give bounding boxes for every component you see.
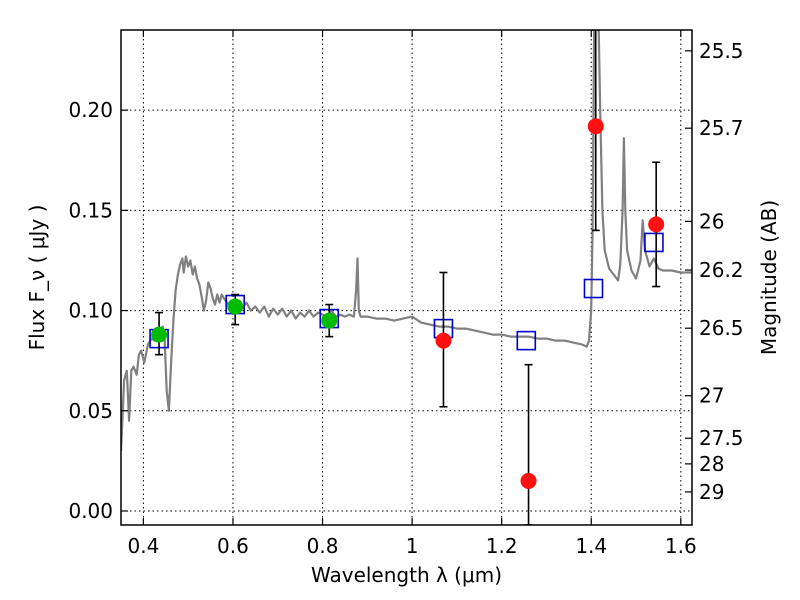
y2-tick-label: 26.2 (699, 258, 744, 282)
observed-flux-point (321, 312, 338, 329)
y2-tick-label: 25.7 (699, 116, 744, 140)
ticks: 0.4 0.6 0.8 1 1.2 1.4 1.6 0.00 0.05 0.10 0.15 0.20 2… (68, 30, 744, 558)
plot-frame (120, 29, 693, 526)
observed-flux-point (435, 332, 452, 349)
y2-tick-label: 29 (699, 480, 724, 504)
model-flux-square (644, 232, 664, 253)
y2-axis-label: Magnitude (AB) (757, 200, 781, 355)
observed-flux-point (227, 298, 244, 315)
model-flux-square (583, 278, 604, 299)
observed-flux-point (151, 326, 168, 343)
model-flux-square (516, 330, 537, 351)
y2-tick-label: 28 (699, 452, 724, 476)
x-tick-label: 0.6 (217, 534, 249, 558)
x-tick-label: 1.6 (665, 534, 697, 558)
observed-flux-point (587, 118, 604, 135)
y-tick-label: 0.10 (68, 299, 113, 323)
x-tick-label: 1 (406, 534, 419, 558)
y2-tick-label: 26 (699, 209, 724, 233)
x-tick-label: 1.4 (575, 534, 607, 558)
y-axis-label: Flux F_ν ( μJy ) (25, 205, 49, 351)
y2-tick-label: 27 (699, 384, 724, 408)
y-tick-label: 0.00 (68, 499, 113, 523)
x-axis-label: Wavelength λ (μm) (311, 563, 502, 587)
x-tick-label: 0.8 (307, 534, 339, 558)
y-tick-label: 0.05 (68, 399, 113, 423)
plot-area (121, 30, 692, 525)
model-spectrum-line (121, 30, 692, 451)
y2-tick-label: 27.5 (699, 426, 744, 450)
y2-tick-label: 25.5 (699, 39, 744, 63)
observed-flux-point (648, 216, 665, 233)
observed-flux-point (520, 472, 537, 489)
x-tick-label: 0.4 (127, 534, 159, 558)
y2-tick-label: 26.5 (699, 316, 744, 340)
y-tick-label: 0.20 (68, 98, 113, 122)
grid (121, 30, 692, 525)
y-tick-label: 0.15 (68, 198, 113, 222)
x-tick-label: 1.2 (486, 534, 518, 558)
